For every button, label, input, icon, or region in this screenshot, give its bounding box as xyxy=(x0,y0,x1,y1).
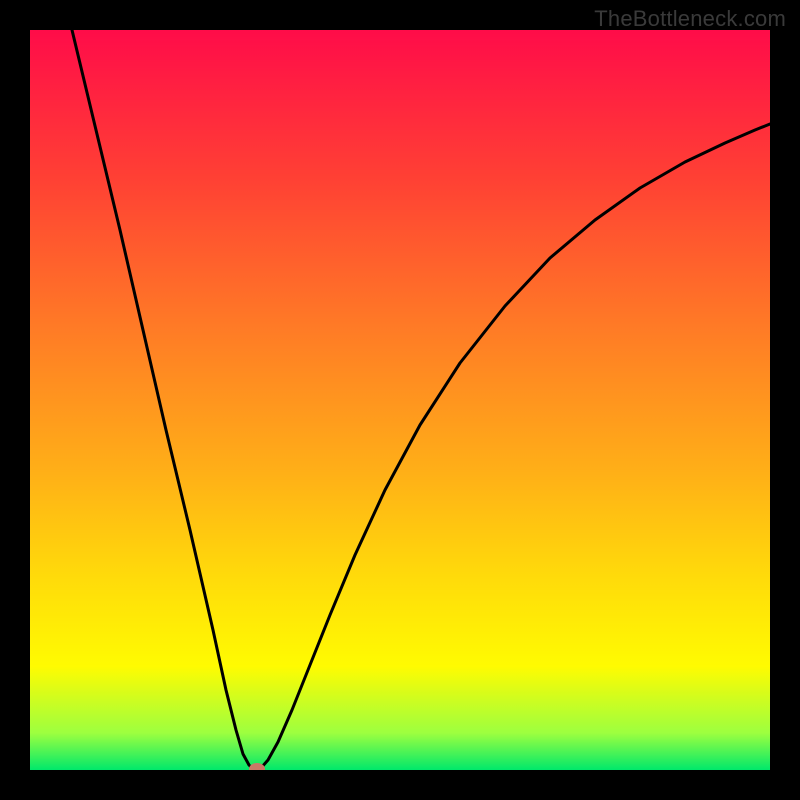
plot-area xyxy=(30,30,770,770)
watermark-text: TheBottleneck.com xyxy=(594,6,786,32)
minimum-marker xyxy=(249,763,265,770)
bottleneck-curve xyxy=(30,30,770,770)
chart-frame: TheBottleneck.com xyxy=(0,0,800,800)
curve-polyline xyxy=(72,30,770,770)
